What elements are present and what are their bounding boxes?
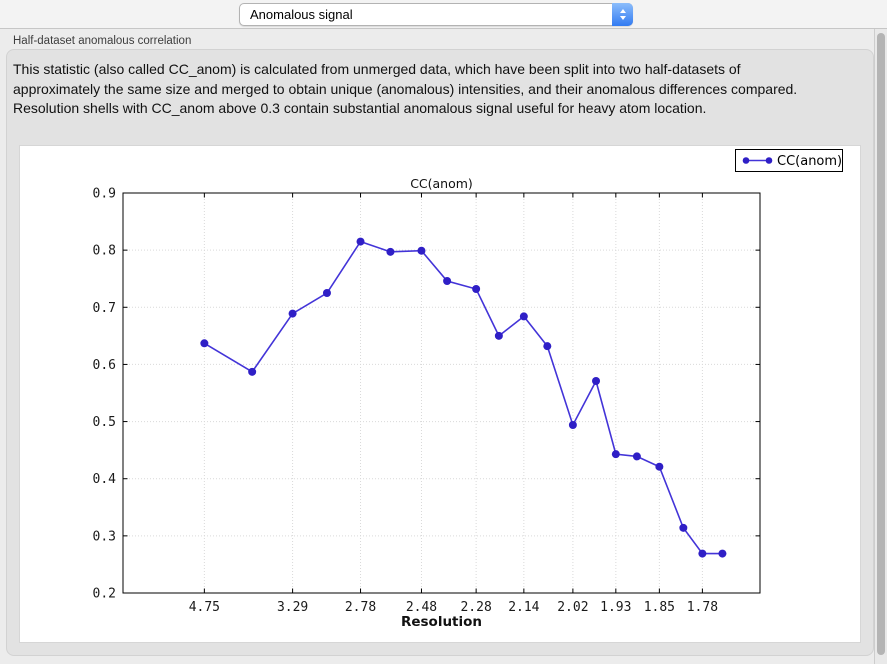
section-title: Half-dataset anomalous correlation [13, 35, 192, 47]
chevron-down-icon [619, 16, 626, 20]
svg-text:2.28: 2.28 [460, 600, 491, 615]
cc-anom-plot: 4.75 3.29 2.78 2.48 2.28 2.14 2.02 1.93 1.85 1.78… [93, 149, 843, 630]
plot-frame [122, 192, 761, 594]
series-markers [200, 237, 727, 558]
svg-text:1.93: 1.93 [600, 600, 631, 615]
dropdown-stepper-icon [612, 3, 633, 26]
x-axis-label: Resolution [401, 614, 482, 630]
chart-title: CC(anom) [410, 176, 473, 191]
chart-legend: CC(anom) [735, 149, 843, 172]
plot-type-dropdown-value: Anomalous signal [250, 7, 353, 22]
description-text: This statistic (also called CC_anom) is … [13, 61, 798, 116]
svg-text:2.78: 2.78 [345, 600, 376, 615]
series-line [203, 240, 723, 555]
svg-text:0.2: 0.2 [93, 587, 116, 602]
svg-text:2.48: 2.48 [406, 600, 437, 615]
x-tick-labels: 4.75 3.29 2.78 2.48 2.28 2.14 2.02 1.93 1.85 1.78 [189, 600, 718, 615]
top-toolbar: Anomalous signal [0, 0, 887, 29]
plot-ticks [123, 192, 760, 594]
plot-type-dropdown[interactable]: Anomalous signal [239, 3, 633, 26]
chart-container: 4.75 3.29 2.78 2.48 2.28 2.14 2.02 1.93 1.85 1.78… [19, 145, 861, 643]
scrollbar-thumb[interactable] [877, 33, 885, 655]
y-tick-labels: 0.2 0.3 0.4 0.5 0.6 0.7 0.8 0.9 [93, 187, 117, 602]
legend-label: CC(anom) [777, 154, 842, 169]
svg-text:0.5: 0.5 [93, 415, 116, 430]
vertical-scrollbar[interactable] [874, 29, 887, 664]
svg-text:0.4: 0.4 [93, 472, 117, 487]
svg-text:2.14: 2.14 [508, 600, 539, 615]
svg-text:0.3: 0.3 [93, 529, 116, 544]
svg-text:1.78: 1.78 [687, 600, 718, 615]
svg-text:0.6: 0.6 [93, 358, 116, 373]
plot-gridlines [123, 193, 760, 593]
svg-text:0.8: 0.8 [93, 244, 116, 259]
svg-text:2.02: 2.02 [557, 600, 588, 615]
svg-text:3.29: 3.29 [277, 600, 308, 615]
svg-text:0.7: 0.7 [93, 301, 116, 316]
svg-text:0.9: 0.9 [93, 187, 116, 202]
svg-text:1.85: 1.85 [644, 600, 675, 615]
chevron-up-icon [619, 9, 626, 13]
svg-text:4.75: 4.75 [189, 600, 220, 615]
